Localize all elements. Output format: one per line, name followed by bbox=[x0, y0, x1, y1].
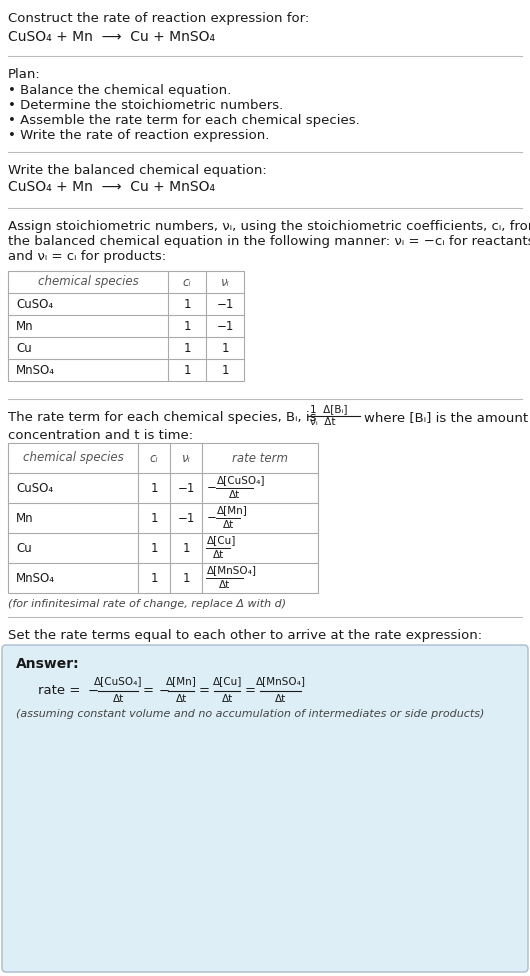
Text: Δt: Δt bbox=[219, 580, 231, 590]
Text: rate =: rate = bbox=[38, 684, 85, 698]
Text: Plan:: Plan: bbox=[8, 68, 41, 81]
Text: 1: 1 bbox=[183, 319, 191, 333]
Text: (for infinitesimal rate of change, replace Δ with d): (for infinitesimal rate of change, repla… bbox=[8, 599, 286, 609]
Text: CuSO₄: CuSO₄ bbox=[16, 298, 53, 310]
Text: Δ[CuSO₄]: Δ[CuSO₄] bbox=[94, 676, 143, 686]
Bar bbox=[8, 271, 244, 381]
Text: −1: −1 bbox=[216, 319, 234, 333]
Text: rate term: rate term bbox=[232, 452, 288, 465]
Text: Answer:: Answer: bbox=[16, 657, 80, 671]
Text: 1: 1 bbox=[182, 542, 190, 554]
Text: and νᵢ = cᵢ for products:: and νᵢ = cᵢ for products: bbox=[8, 250, 166, 263]
Text: Δt: Δt bbox=[223, 520, 234, 530]
Text: 1  Δ[Bᵢ]: 1 Δ[Bᵢ] bbox=[310, 404, 348, 414]
Text: Δ[Mn]: Δ[Mn] bbox=[166, 676, 197, 686]
Text: −1: −1 bbox=[216, 298, 234, 310]
Text: Mn: Mn bbox=[16, 511, 33, 524]
Bar bbox=[8, 443, 318, 593]
Text: 1: 1 bbox=[183, 298, 191, 310]
Text: chemical species: chemical species bbox=[38, 275, 138, 289]
Text: CuSO₄ + Mn  ⟶  Cu + MnSO₄: CuSO₄ + Mn ⟶ Cu + MnSO₄ bbox=[8, 30, 215, 44]
Text: concentration and t is time:: concentration and t is time: bbox=[8, 429, 193, 442]
Text: Δt: Δt bbox=[275, 694, 286, 704]
Text: the balanced chemical equation in the following manner: νᵢ = −cᵢ for reactants: the balanced chemical equation in the fo… bbox=[8, 235, 530, 248]
Text: Δt: Δt bbox=[213, 550, 224, 560]
Text: cᵢ: cᵢ bbox=[149, 452, 158, 465]
Text: MnSO₄: MnSO₄ bbox=[16, 572, 55, 585]
Text: =: = bbox=[198, 684, 209, 698]
Text: Δ[CuSO₄]: Δ[CuSO₄] bbox=[217, 475, 266, 485]
Text: Assign stoichiometric numbers, νᵢ, using the stoichiometric coefficients, cᵢ, fr: Assign stoichiometric numbers, νᵢ, using… bbox=[8, 220, 530, 233]
Text: =: = bbox=[143, 684, 153, 698]
Text: Δt: Δt bbox=[229, 490, 241, 500]
Text: −: − bbox=[88, 684, 99, 698]
Text: νᵢ  Δt: νᵢ Δt bbox=[310, 417, 335, 427]
Text: 1: 1 bbox=[150, 542, 158, 554]
Text: CuSO₄: CuSO₄ bbox=[16, 481, 53, 495]
Text: Construct the rate of reaction expression for:: Construct the rate of reaction expressio… bbox=[8, 12, 309, 25]
Text: Δt: Δt bbox=[112, 694, 124, 704]
Text: Δt: Δt bbox=[176, 694, 187, 704]
Text: 1: 1 bbox=[183, 363, 191, 377]
Text: 1: 1 bbox=[221, 363, 229, 377]
Text: Δt: Δt bbox=[222, 694, 233, 704]
Text: CuSO₄ + Mn  ⟶  Cu + MnSO₄: CuSO₄ + Mn ⟶ Cu + MnSO₄ bbox=[8, 180, 215, 194]
Text: • Balance the chemical equation.: • Balance the chemical equation. bbox=[8, 84, 231, 97]
Text: cᵢ: cᵢ bbox=[183, 275, 191, 289]
Text: chemical species: chemical species bbox=[23, 452, 123, 465]
Text: νᵢ: νᵢ bbox=[220, 275, 229, 289]
Text: νᵢ: νᵢ bbox=[182, 452, 190, 465]
Text: −: − bbox=[207, 511, 217, 524]
Text: 1: 1 bbox=[182, 572, 190, 585]
FancyBboxPatch shape bbox=[2, 645, 528, 972]
Text: MnSO₄: MnSO₄ bbox=[16, 363, 55, 377]
Text: where [Bᵢ] is the amount: where [Bᵢ] is the amount bbox=[364, 411, 528, 424]
Text: 1: 1 bbox=[150, 511, 158, 524]
Text: Δ[Cu]: Δ[Cu] bbox=[213, 676, 242, 686]
Text: (assuming constant volume and no accumulation of intermediates or side products): (assuming constant volume and no accumul… bbox=[16, 709, 484, 719]
Text: Δ[MnSO₄]: Δ[MnSO₄] bbox=[207, 565, 257, 575]
Text: Δ[Cu]: Δ[Cu] bbox=[207, 535, 236, 545]
Text: • Write the rate of reaction expression.: • Write the rate of reaction expression. bbox=[8, 129, 269, 142]
Text: −1: −1 bbox=[178, 511, 195, 524]
Text: 1: 1 bbox=[150, 572, 158, 585]
Text: 1: 1 bbox=[183, 342, 191, 354]
Text: −1: −1 bbox=[178, 481, 195, 495]
Text: The rate term for each chemical species, Bᵢ, is: The rate term for each chemical species,… bbox=[8, 411, 316, 424]
Text: Mn: Mn bbox=[16, 319, 33, 333]
Text: −: − bbox=[207, 481, 217, 495]
Text: 1: 1 bbox=[221, 342, 229, 354]
Text: • Assemble the rate term for each chemical species.: • Assemble the rate term for each chemic… bbox=[8, 114, 360, 127]
Text: =: = bbox=[244, 684, 255, 698]
Text: Set the rate terms equal to each other to arrive at the rate expression:: Set the rate terms equal to each other t… bbox=[8, 629, 482, 642]
Text: 1: 1 bbox=[150, 481, 158, 495]
Text: • Determine the stoichiometric numbers.: • Determine the stoichiometric numbers. bbox=[8, 99, 283, 112]
Text: Δ[Mn]: Δ[Mn] bbox=[217, 505, 248, 515]
Text: Write the balanced chemical equation:: Write the balanced chemical equation: bbox=[8, 164, 267, 177]
Text: Cu: Cu bbox=[16, 542, 32, 554]
Text: −: − bbox=[158, 684, 170, 698]
Text: Cu: Cu bbox=[16, 342, 32, 354]
Text: Δ[MnSO₄]: Δ[MnSO₄] bbox=[255, 676, 306, 686]
